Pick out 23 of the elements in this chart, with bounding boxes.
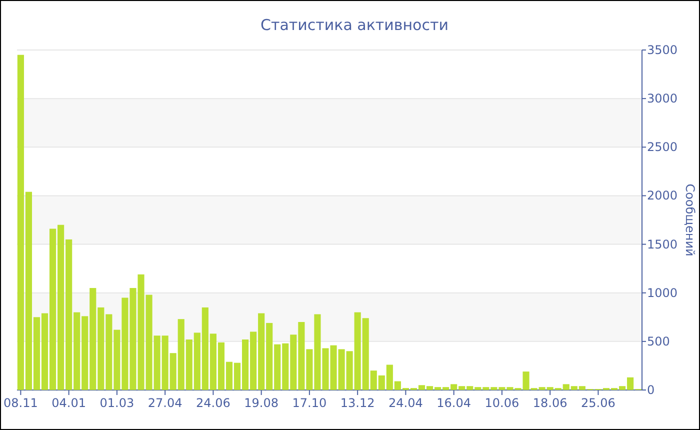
y-tick-label: 0 [647, 383, 655, 397]
x-tick-label: 17.10 [292, 396, 327, 410]
x-tick-label: 24.06 [196, 396, 230, 410]
x-tick-label: 16.04 [436, 396, 472, 410]
x-tick-label: 08.11 [4, 396, 38, 410]
x-tick-label: 04.01 [52, 396, 86, 410]
y-tick-label: 1000 [647, 286, 678, 300]
x-tick-label: 24.04 [388, 396, 423, 410]
x-tick-label: 13.12 [340, 396, 375, 410]
y-tick-label: 2000 [647, 188, 678, 203]
x-tick-label: 27.04 [148, 396, 182, 410]
x-tick-label: 25.06 [581, 396, 616, 410]
y-tick-label: 1500 [647, 237, 678, 252]
x-tick-label: 18.06 [532, 396, 568, 410]
y-tick-label: 3000 [647, 92, 678, 106]
x-tick-label: 10.06 [484, 396, 520, 410]
chart-title: Статистика активности [260, 16, 448, 34]
y-tick-label: 500 [647, 334, 670, 348]
y-tick-label: 3500 [647, 43, 678, 57]
x-tick-label: 01.03 [100, 396, 134, 410]
x-tick-label: 19.08 [244, 396, 278, 410]
y-tick-label: 2500 [647, 140, 678, 154]
y-axis-title: Сообщений [683, 184, 697, 256]
